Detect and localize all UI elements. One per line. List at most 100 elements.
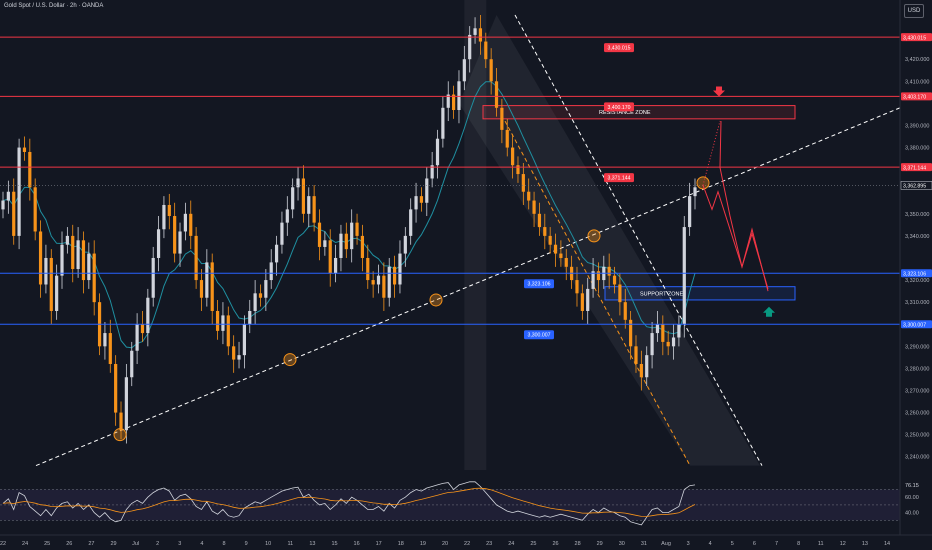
candle-up [650,333,654,356]
price-tick-label: 3,310.000 [905,300,929,306]
axis-price-tag-label: 3,403.170 [903,95,926,101]
candle-up [473,28,477,35]
chart-price-tag-label: 3,323.106 [527,282,550,288]
time-tick-label: 19 [420,541,426,547]
candle-up [162,204,166,230]
candle-down [543,227,547,236]
price-tick-label: 3,260.000 [905,411,929,417]
candle-up [457,81,461,111]
time-tick-label: 31 [641,541,647,547]
candle-down [548,235,552,245]
candle-down [516,165,520,175]
candle-up [178,231,182,254]
candle-up [323,240,327,247]
candle-down [258,293,263,298]
time-tick-label: 18 [398,541,404,547]
projection-path [719,121,769,290]
levels: 3,430.015 3,430.015 3,403.170 3,400.170 3,37… [0,33,932,340]
time-tick-label: 23 [486,541,492,547]
candle-up [135,324,139,351]
touch-point-circle [113,428,127,442]
candle-down [419,196,424,203]
candle-down [71,235,75,270]
candle-down [392,266,397,285]
candle-up [645,355,649,378]
candle-down [623,302,627,320]
candle-down [527,191,531,201]
candle-up [280,222,284,245]
candle-down [629,319,633,347]
price-tick-label: 3,350.000 [905,212,929,218]
candle-down [639,363,643,378]
candle-down [580,293,584,311]
axis-price-tag-label: 3,323.106 [903,271,926,277]
candle-down [194,235,198,281]
candle-down [537,213,542,228]
time-tick-label: 6 [753,541,756,547]
down-arrow-icon [713,86,725,97]
time-tick-label: 22 [0,541,6,547]
candle-up [151,257,155,298]
time-tick-label: 7 [775,541,778,547]
candle-up [237,355,241,360]
candle-down [317,222,322,247]
candle-up [376,275,381,285]
candle-down [33,187,37,232]
time-tick-label: Jul [132,541,139,547]
candle-down [360,235,365,258]
time-tick-label: 25 [530,541,536,547]
axis-price-tag-label: 3,430.015 [903,35,926,41]
chart-price-tag-label: 3,300.007 [527,333,550,339]
descending-trendline [514,14,763,466]
zone-label: SUPPORT ZONE [640,291,684,297]
candle-down [521,174,525,192]
candle-up [414,196,418,210]
candle-up [60,244,64,276]
candle-up [655,324,660,334]
time-tick-label: 11 [818,541,824,547]
candle-down [666,341,670,347]
candle-down [301,178,306,214]
chart-price-tag [524,279,554,289]
symbol-title: Gold Spot / U.S. Dollar · 2h · OANDA [4,3,104,9]
support-zone [604,286,796,301]
currency-button[interactable]: USD [904,4,924,18]
candle-down [494,81,499,108]
candle-down [366,257,370,281]
price-tick-label: 3,390.000 [905,123,929,129]
candle-up [221,315,225,331]
price-tick-label: 3,420.000 [905,57,929,63]
candle-down [344,233,348,250]
time-tick-label: 30 [619,541,625,547]
candle-up [103,333,107,347]
candle-down [505,129,509,148]
time-tick-label: 9 [245,541,248,547]
projection-path-lower [702,185,769,292]
candle-down [661,324,665,342]
candle-down [607,266,611,276]
candle-up [435,138,440,166]
candle-up [693,187,697,197]
chart-price-tag-label: 3,400.170 [607,105,630,111]
candle-up [688,196,692,228]
price-tick-label: 3,320.000 [905,278,929,284]
candle-down [382,275,386,298]
axis-price-tag [901,92,932,101]
time-tick-label: 8 [797,541,800,547]
candle-up [398,253,402,285]
current-price-tag-label: 3,362.895 [903,184,926,190]
candle-down [92,253,96,303]
time-tick-label: 13 [862,541,868,547]
rsi-level-label: 40.00 [905,511,919,517]
axis-price-tag [901,269,932,278]
candle-up [146,297,150,334]
time-tick-label: 8 [222,541,225,547]
candle-up [130,350,134,378]
candle-down [532,200,536,214]
candle-up [242,324,246,356]
candle-up [291,187,295,210]
price-tick-label: 3,410.000 [905,79,929,85]
candle-up [671,337,676,347]
